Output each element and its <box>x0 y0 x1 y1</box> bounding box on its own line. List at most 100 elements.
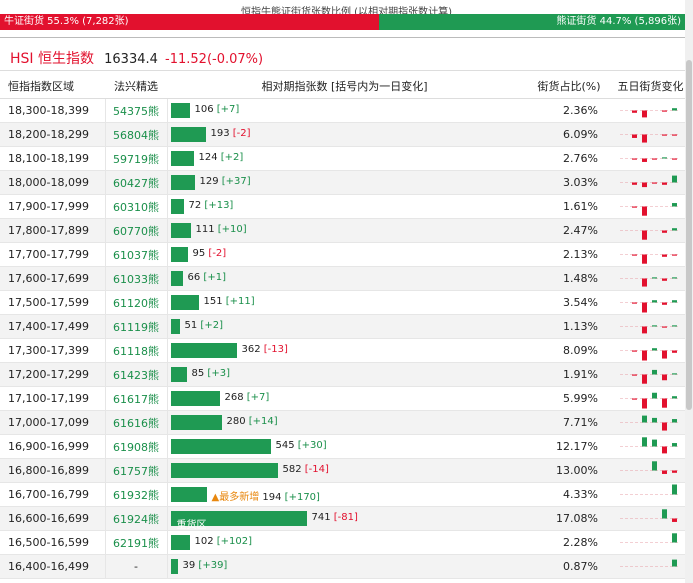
product-code-link[interactable]: 61120熊 <box>104 290 168 315</box>
share-pct-cell: 2.36% <box>522 98 616 123</box>
five-day-sparkline-cell <box>616 530 685 555</box>
product-code-link[interactable]: 59719熊 <box>104 146 168 171</box>
most-added-tag: ▲最多新增 <box>211 492 260 503</box>
sparkline-bar <box>672 518 677 522</box>
sparkline-bar <box>632 158 637 160</box>
count-value: 545 <box>275 440 295 451</box>
five-day-sparkline <box>620 228 680 240</box>
product-code-link[interactable]: 61924熊 <box>104 506 168 531</box>
bull-bear-ratio-bar: 牛证街货 55.3% (7,282张) 熊证街货 44.7% (5,896张) <box>0 14 685 30</box>
table-row: 16,900-16,999 61908熊 545 [+30] 12.17% <box>0 434 685 459</box>
count-cell: 95 [-2] <box>167 242 522 267</box>
count-label: 95 [-2] <box>193 248 227 259</box>
count-value: 51 <box>184 320 198 331</box>
five-day-sparkline-cell <box>616 218 685 243</box>
five-day-sparkline <box>620 108 680 118</box>
range-cell: 17,300-17,399 <box>0 338 105 363</box>
daily-change: [+2] <box>220 152 244 163</box>
sparkline-bar <box>642 254 647 264</box>
five-day-sparkline <box>620 369 680 384</box>
product-code-link[interactable]: 61757熊 <box>104 458 168 483</box>
count-bar <box>170 295 199 310</box>
table-row: 17,900-17,999 60310熊 72 [+13] 1.61% <box>0 194 685 219</box>
product-code-link[interactable]: 60427熊 <box>104 170 168 195</box>
sparkline-bar <box>672 254 677 256</box>
sparkline-bar <box>672 559 677 567</box>
product-code-link[interactable]: 61037熊 <box>104 242 168 267</box>
product-code-link[interactable]: 61118熊 <box>104 338 168 363</box>
sparkline-bar <box>672 175 677 183</box>
daily-change: [-2] <box>232 128 251 139</box>
count-cell: 重货区 741 [-81] <box>167 506 522 531</box>
five-day-sparkline-cell <box>616 554 685 579</box>
count-bar <box>170 247 188 262</box>
header-count: 相对期指张数 [括号内为一日变化] <box>167 74 522 99</box>
five-day-sparkline <box>620 484 680 495</box>
sparkline-bar <box>642 134 647 143</box>
sparkline-bar <box>642 158 647 162</box>
product-code-link[interactable]: 60310熊 <box>104 194 168 219</box>
sparkline-bar <box>672 350 677 353</box>
count-cell: 66 [+1] <box>167 266 522 291</box>
sparkline-bar <box>672 134 677 136</box>
header-five-day: 五日街货变化 <box>616 74 685 99</box>
table-row: 17,000-17,099 61616熊 280 [+14] 7.71% <box>0 410 685 435</box>
five-day-sparkline <box>620 533 680 543</box>
sparkline-bar <box>662 134 667 136</box>
sparkline-bar <box>662 374 667 381</box>
five-day-sparkline-cell <box>616 386 685 411</box>
sparkline-bar <box>672 443 677 447</box>
five-day-sparkline-cell <box>616 434 685 459</box>
product-code-link[interactable]: 61033熊 <box>104 266 168 291</box>
count-cell: ▲最多新增 194 [+170] <box>167 482 522 507</box>
daily-change: [+2] <box>200 320 223 331</box>
product-code-link[interactable]: 54375熊 <box>104 98 168 123</box>
share-pct-cell: 5.99% <box>522 386 616 411</box>
product-code-link[interactable]: 61932熊 <box>104 482 168 507</box>
count-bar <box>170 391 220 406</box>
product-code-link[interactable]: 60770熊 <box>104 218 168 243</box>
daily-change: [+7] <box>246 392 270 403</box>
product-code-link[interactable]: 61423熊 <box>104 362 168 387</box>
count-bar <box>170 127 206 142</box>
bear-ratio-segment: 熊证街货 44.7% (5,896张) <box>379 14 685 30</box>
share-pct-cell: 4.33% <box>522 482 616 507</box>
sparkline-bar <box>632 254 637 256</box>
scrollbar[interactable] <box>685 0 693 583</box>
daily-change: [-14] <box>304 464 329 475</box>
count-bar <box>170 319 180 334</box>
product-code-link[interactable]: 61617熊 <box>104 386 168 411</box>
product-code-link[interactable]: 56804熊 <box>104 122 168 147</box>
table-row: 18,100-18,199 59719熊 124 [+2] 2.76% <box>0 146 685 171</box>
product-code-link[interactable]: 62191熊 <box>104 530 168 555</box>
sparkline-bar <box>652 348 657 351</box>
product-code-link: - <box>104 554 168 579</box>
share-pct-cell: 13.00% <box>522 458 616 483</box>
count-label: 85 [+3] <box>192 368 230 379</box>
share-pct-cell: 6.09% <box>522 122 616 147</box>
count-label: 72 [+13] <box>189 200 234 211</box>
scrollbar-thumb[interactable] <box>686 60 692 410</box>
five-day-sparkline <box>620 277 680 287</box>
table-row: 16,800-16,899 61757熊 582 [-14] 13.00% <box>0 458 685 483</box>
sparkline-bar <box>642 278 647 287</box>
five-day-sparkline <box>620 175 680 188</box>
product-code-link[interactable]: 61616熊 <box>104 410 168 435</box>
sparkline-bar <box>672 108 677 111</box>
five-day-sparkline <box>620 559 680 567</box>
index-value: 16334.4 <box>104 52 158 67</box>
sparkline-bar <box>672 158 677 160</box>
count-bar <box>170 271 183 286</box>
share-pct-cell: 3.54% <box>522 290 616 315</box>
product-code-link[interactable]: 61908熊 <box>104 434 168 459</box>
five-day-sparkline-cell <box>616 242 685 267</box>
five-day-sparkline-cell <box>616 458 685 483</box>
count-label: 582 [-14] <box>283 464 329 475</box>
five-day-sparkline <box>620 134 680 143</box>
table-row: 17,800-17,899 60770熊 111 [+10] 2.47% <box>0 218 685 243</box>
product-code-link[interactable]: 61119熊 <box>104 314 168 339</box>
sparkline-bar <box>642 374 647 384</box>
sparkline-bar <box>662 182 667 185</box>
count-bar <box>170 175 195 190</box>
daily-change: [+3] <box>207 368 230 379</box>
